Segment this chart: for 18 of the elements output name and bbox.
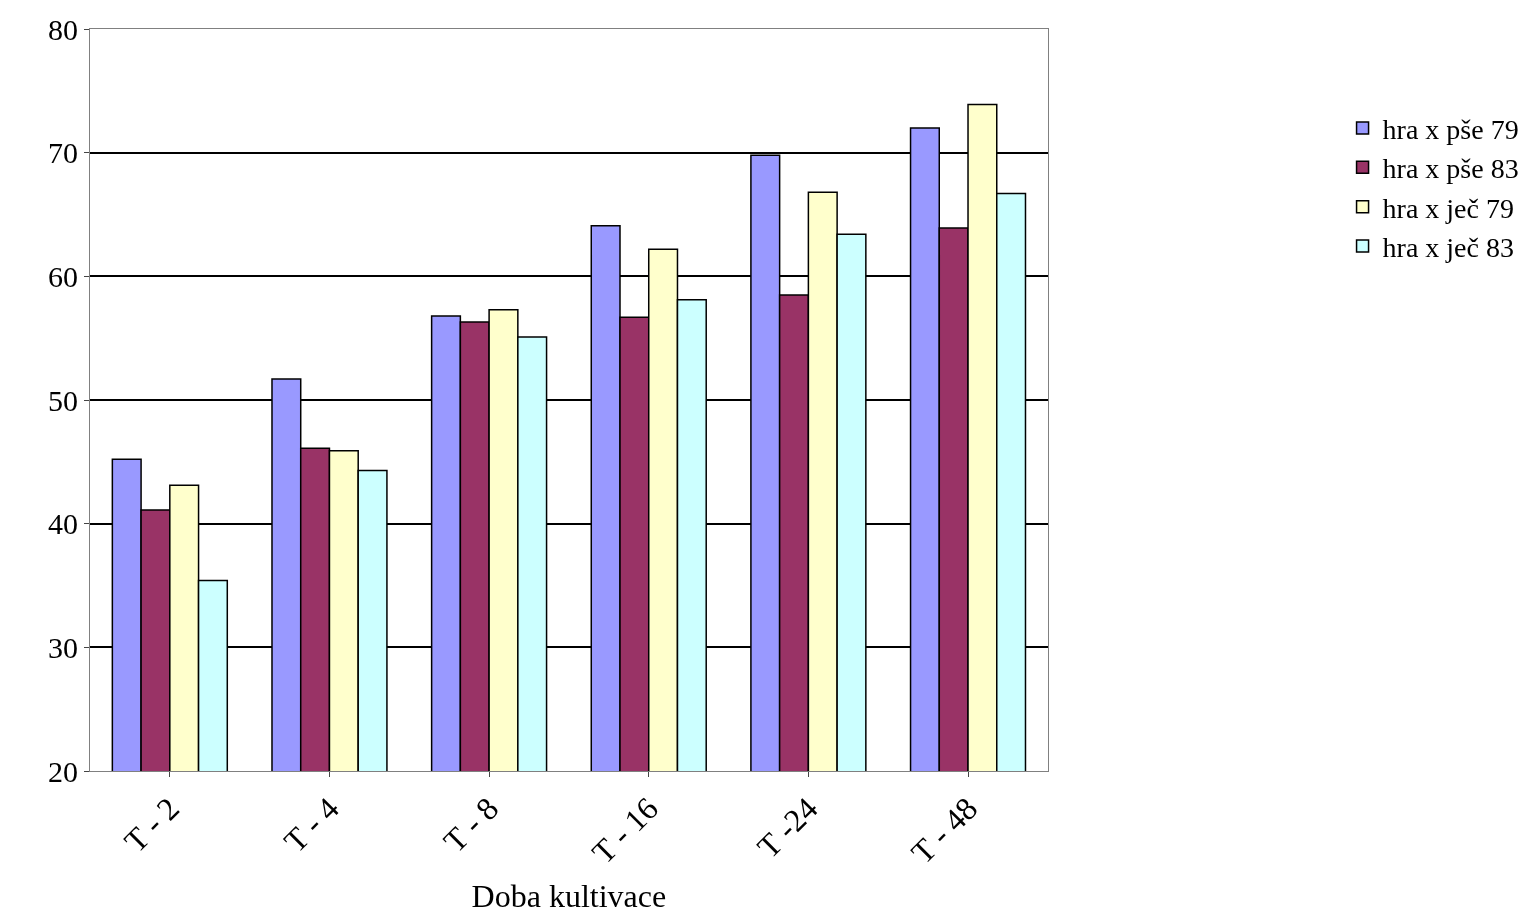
legend-label: hra x pše 83 (1382, 153, 1519, 185)
legend-label: hra x ječ 83 (1382, 232, 1514, 264)
x-axis-title: Doba kultivace (471, 878, 667, 915)
y-tick-label: 50 (48, 383, 78, 417)
x-tick-label: T - 48 (903, 790, 985, 871)
y-tick-label: 70 (48, 136, 78, 170)
y-tick-label: 30 (48, 630, 78, 664)
x-tick-label: T - 2 (117, 790, 187, 860)
x-tick-label: T - 4 (276, 790, 346, 860)
x-tick-label: T - 16 (584, 790, 665, 871)
y-tick-label: 20 (48, 754, 78, 788)
x-tick-label: T - 8 (436, 790, 506, 860)
y-tick-label: 40 (48, 507, 78, 541)
legend-label: hra x ječ 79 (1382, 192, 1514, 224)
y-tick-label: 80 (48, 12, 78, 46)
y-tick-label: 60 (48, 259, 78, 293)
x-tick-label: T -24 (749, 790, 825, 865)
legend-label: hra x pše 79 (1382, 113, 1519, 145)
